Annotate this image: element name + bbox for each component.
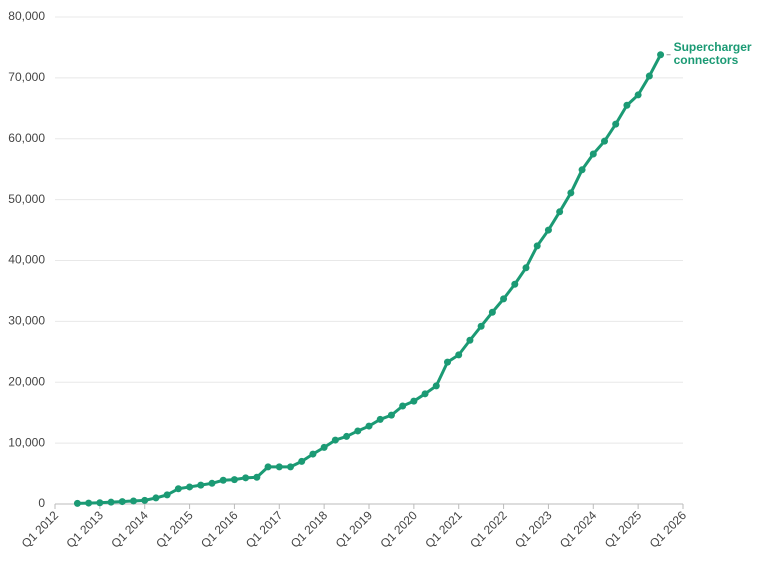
data-point xyxy=(208,479,216,487)
data-point xyxy=(354,427,362,435)
x-tick-label: Q1 2016 xyxy=(198,508,241,551)
x-tick-label: Q1 2014 xyxy=(108,508,151,551)
x-tick-label: Q1 2022 xyxy=(467,508,510,551)
data-point xyxy=(612,120,620,128)
data-point xyxy=(197,481,205,489)
x-tick-label: Q1 2019 xyxy=(333,508,376,551)
data-point xyxy=(511,280,519,288)
y-tick-label: 30,000 xyxy=(8,314,45,328)
data-point xyxy=(107,498,115,506)
data-point xyxy=(130,497,137,505)
data-point xyxy=(230,476,238,484)
data-point xyxy=(421,390,429,398)
data-point xyxy=(152,494,160,502)
y-tick-label: 10,000 xyxy=(8,435,45,449)
data-point xyxy=(589,150,597,158)
data-point xyxy=(410,397,418,405)
data-point xyxy=(141,496,149,504)
data-point xyxy=(118,498,126,506)
data-point xyxy=(556,208,564,216)
y-tick-label: 70,000 xyxy=(8,70,45,84)
x-tick-label: Q1 2025 xyxy=(602,508,645,551)
data-point xyxy=(399,402,407,410)
data-point xyxy=(253,473,261,481)
x-tick-label: Q1 2024 xyxy=(557,508,600,551)
x-tick-label: Q1 2026 xyxy=(647,508,690,551)
data-point xyxy=(657,51,665,59)
data-point xyxy=(85,499,93,507)
x-tick-label: Q1 2015 xyxy=(153,508,196,551)
data-point xyxy=(455,351,463,359)
data-point xyxy=(444,358,451,366)
data-point xyxy=(309,450,317,458)
data-point xyxy=(298,457,306,465)
y-tick-label: 60,000 xyxy=(8,131,45,145)
y-tick-label: 80,000 xyxy=(8,9,45,23)
data-point xyxy=(320,443,328,451)
data-point xyxy=(466,336,474,344)
data-point xyxy=(387,411,395,419)
data-point xyxy=(163,491,171,499)
data-point xyxy=(544,226,552,234)
data-point xyxy=(365,422,373,430)
data-point xyxy=(264,463,272,471)
data-point xyxy=(73,499,81,507)
data-point xyxy=(331,436,339,444)
x-tick-label: Q1 2018 xyxy=(288,508,331,551)
x-tick-label: Q1 2020 xyxy=(378,508,421,551)
data-point xyxy=(174,485,182,493)
data-point xyxy=(343,432,351,440)
data-point xyxy=(287,463,294,471)
y-tick-label: 50,000 xyxy=(8,192,45,206)
data-point xyxy=(567,189,575,197)
x-tick-label: Q1 2023 xyxy=(512,508,555,551)
data-point xyxy=(96,499,104,507)
series-label: Supercharger connectors xyxy=(673,39,752,67)
data-point xyxy=(477,322,485,330)
x-tick-label: Q1 2017 xyxy=(243,508,286,551)
data-point xyxy=(623,101,631,109)
data-point xyxy=(522,264,530,272)
data-point xyxy=(645,72,653,80)
data-point xyxy=(275,463,283,471)
data-point xyxy=(533,242,541,250)
data-point xyxy=(634,91,642,99)
data-point xyxy=(432,382,440,390)
series-line xyxy=(77,54,662,505)
data-point xyxy=(578,166,586,174)
x-tick-label: Q1 2021 xyxy=(422,508,465,551)
data-point xyxy=(376,415,384,423)
y-tick-label: 40,000 xyxy=(8,253,45,267)
data-point xyxy=(242,474,250,482)
data-point xyxy=(488,308,496,316)
data-point xyxy=(500,295,508,303)
data-point xyxy=(186,483,194,491)
data-point xyxy=(601,137,608,145)
y-tick-label: 0 xyxy=(38,496,45,510)
x-tick-label: Q1 2013 xyxy=(64,508,107,551)
data-point xyxy=(219,476,227,484)
x-tick-label: Q1 2012 xyxy=(19,508,62,551)
y-tick-label: 20,000 xyxy=(8,374,45,388)
